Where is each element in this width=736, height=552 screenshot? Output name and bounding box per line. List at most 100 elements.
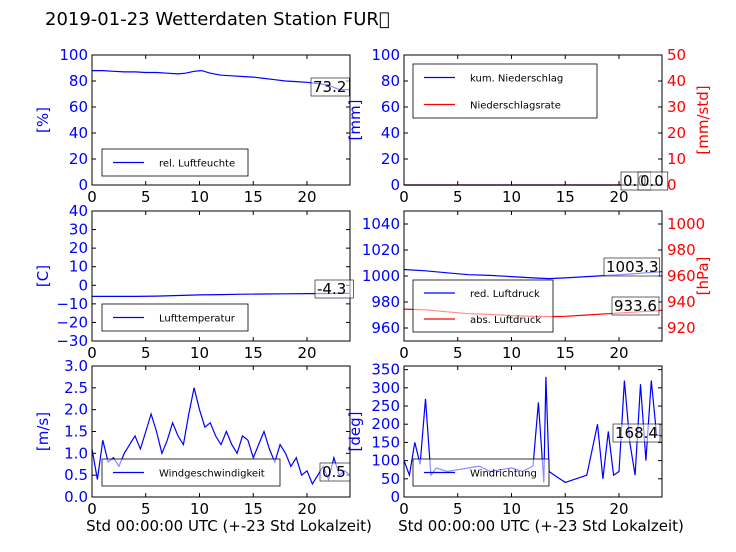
y-tick-label: 1020 — [362, 241, 400, 259]
x-tick-label: 5 — [453, 344, 463, 362]
x-tick-label: 15 — [556, 500, 575, 518]
legend: Windgeschwindigkeit — [101, 458, 281, 487]
x-tick-label: 5 — [141, 344, 151, 362]
y-tick-label: 10 — [69, 258, 88, 276]
y-tick-label: 0 — [78, 176, 88, 194]
y-tick-label-right: 50 — [667, 46, 686, 64]
x-tick-label: 15 — [244, 188, 263, 206]
x-tick-label: 15 — [556, 188, 575, 206]
chart-humidity: 0 5 10 15 20 0 20 40 60 80 100 [%] rel. Luftfeuchte 7… — [34, 46, 351, 206]
series-line-1 — [92, 292, 351, 297]
y-tick-label: 2.0 — [64, 401, 88, 419]
y-tick-label-right: 980 — [667, 241, 696, 259]
y-tick-label: 1.5 — [64, 423, 88, 441]
x-tick-label: 5 — [453, 500, 463, 518]
x-tick-label: 0 — [87, 344, 97, 362]
y-tick-label: 0 — [78, 276, 88, 294]
y-tick-label: 150 — [371, 433, 400, 451]
x-tick-label: 10 — [502, 500, 521, 518]
y-tick-label: 50 — [381, 470, 400, 488]
value-label: -4.3 — [317, 280, 346, 298]
chart-temperature: 0 5 10 15 20−30−20−10010203040[C]Lufttempera… — [34, 202, 354, 362]
y-tick-label: 80 — [381, 72, 400, 90]
value-label-box — [637, 171, 669, 191]
x-tick-label: 10 — [502, 344, 521, 362]
legend-label: abs. Luftdruck — [470, 315, 541, 326]
legend: kum. Niederschlag Niederschlagsrate — [412, 63, 598, 119]
y-tick-label: 30 — [69, 221, 88, 239]
y-tick-label: 0.0 — [64, 488, 88, 506]
y-tick-label: 980 — [371, 293, 400, 311]
chart-wind-speed: 0 5 10 15 20 0.0 0.5 1.0 1.5 2.0 2.5 3.0 [m/s] Std 00… — [34, 357, 372, 535]
y-tick-label: 2.5 — [64, 379, 88, 397]
y-axis-label: [mm] — [346, 100, 364, 141]
y-tick-label: 960 — [371, 319, 400, 337]
value-label: 168.4 — [615, 424, 658, 442]
legend-label: kum. Niederschlag — [470, 74, 563, 85]
x-tick-label: 15 — [244, 500, 263, 518]
y-tick-label-right: 20 — [667, 124, 686, 142]
y-tick-label: 40 — [69, 124, 88, 142]
y-tick-label: 60 — [69, 98, 88, 116]
y-tick-label: 250 — [371, 397, 400, 415]
y-tick-label: −20 — [56, 313, 88, 331]
y-tick-label: 60 — [381, 98, 400, 116]
y-axis-label-right: [mm/std] — [694, 85, 712, 154]
plot-frame — [403, 54, 663, 186]
x-tick-label: 10 — [190, 188, 209, 206]
y-tick-label: 40 — [69, 202, 88, 220]
value-label-box — [310, 77, 350, 97]
y-tick-label-right: 40 — [667, 72, 686, 90]
value-label: 1003.3 — [606, 258, 659, 276]
value-label: 73.2 — [313, 78, 346, 96]
x-tick-label: 0 — [87, 500, 97, 518]
y-tick-label: −30 — [56, 332, 88, 350]
value-label-box — [314, 279, 354, 299]
value-label-box — [319, 462, 351, 482]
value-label: 933.6 — [614, 297, 657, 315]
x-tick-label: 15 — [556, 344, 575, 362]
x-tick-label: 20 — [609, 344, 628, 362]
y-axis-label: [m/s] — [34, 412, 52, 451]
value-label-box — [611, 296, 660, 316]
y-tick-label: 300 — [371, 379, 400, 397]
y-tick-label-right: 0 — [667, 176, 677, 194]
y-axis-label: [C] — [34, 265, 52, 287]
x-tick-label: 0 — [399, 500, 409, 518]
x-tick-label: 5 — [453, 188, 463, 206]
y-tick-label: 3.0 — [64, 357, 88, 375]
value-label-box — [612, 423, 661, 443]
y-tick-label: 20 — [381, 150, 400, 168]
legend-label: Niederschlagsrate — [470, 101, 561, 112]
x-tick-label: 10 — [190, 344, 209, 362]
x-tick-label: 10 — [502, 188, 521, 206]
x-tick-label: 5 — [141, 500, 151, 518]
y-tick-label: 350 — [371, 361, 400, 379]
legend-box — [412, 279, 554, 333]
y-tick-label: 100 — [371, 46, 400, 64]
y-tick-label: 1.0 — [64, 444, 88, 462]
legend-label: Windrichtung — [470, 469, 537, 480]
y-tick-label: 0.5 — [64, 466, 88, 484]
y-tick-label-right: 940 — [667, 293, 696, 311]
legend-box — [101, 458, 281, 487]
y-tick-label: 100 — [59, 46, 88, 64]
chart-pressure: 0 5 10 15 20 960 980 1000 1020 1040 920 940 960 980 10… — [362, 210, 712, 362]
value-label: 0.0 — [640, 172, 664, 190]
y-tick-label: 0 — [390, 488, 400, 506]
x-tick-label: 20 — [297, 188, 316, 206]
y-axis-label-right: [hPa] — [694, 257, 712, 296]
y-tick-label-right: 960 — [667, 267, 696, 285]
x-axis-label: Std 00:00:00 UTC (+-23 Std Lokalzeit) — [398, 517, 684, 535]
y-tick-label: 40 — [381, 124, 400, 142]
y-tick-label: 1000 — [362, 267, 400, 285]
page-title: 2019-01-23 Wetterdaten Station FUR  — [45, 9, 390, 30]
x-tick-label: 0 — [87, 188, 97, 206]
x-tick-label: 15 — [244, 344, 263, 362]
legend: red. Luftdruck abs. Luftdruck — [412, 279, 554, 333]
y-axis-label: [deg] — [346, 412, 364, 452]
y-tick-label-right: 10 — [667, 150, 686, 168]
legend-label: rel. Luftfeuchte — [159, 159, 235, 170]
legend-label: red. Luftdruck — [470, 289, 540, 300]
